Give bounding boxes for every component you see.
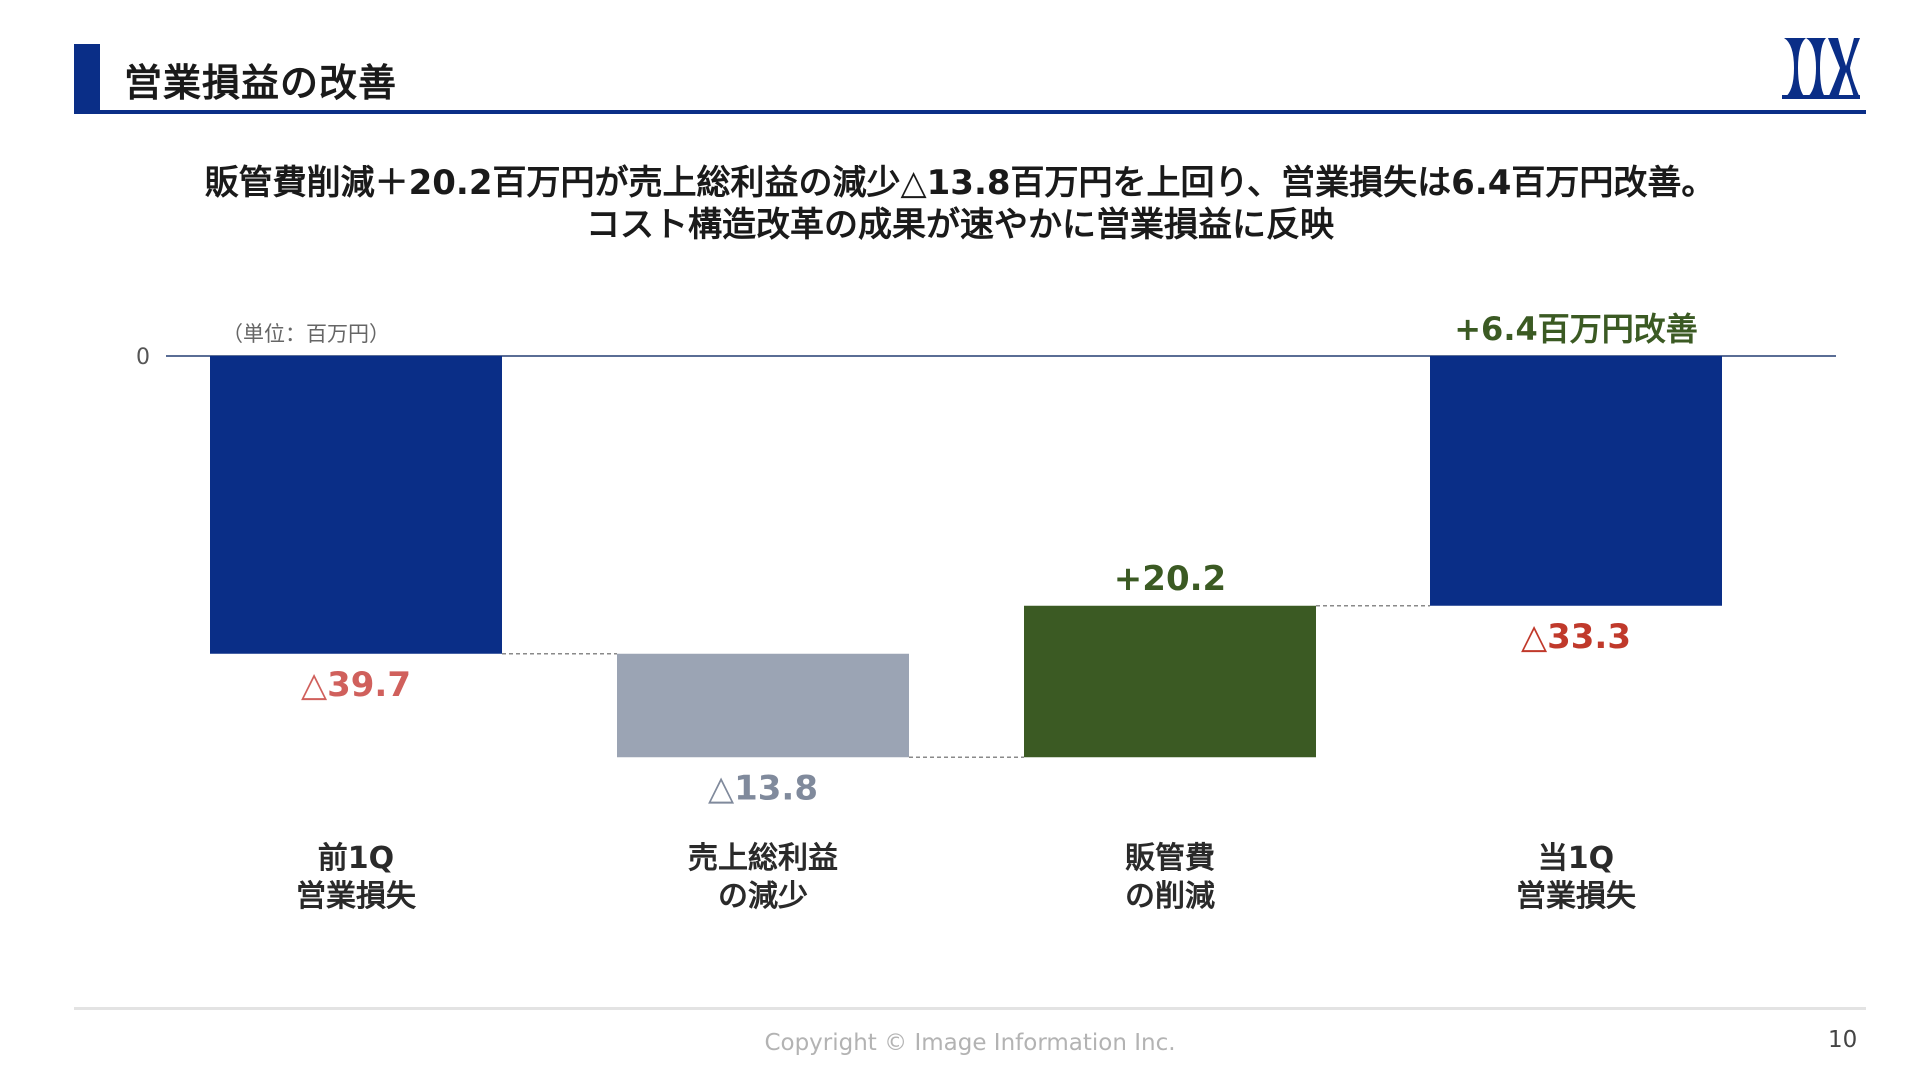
slide-title: 営業損益の改善	[124, 61, 398, 105]
bar-value-label: △33.3	[1521, 617, 1631, 657]
bar-value-label: △13.8	[708, 768, 818, 808]
category-label: の削減	[1125, 879, 1215, 914]
slide-header: 営業損益の改善	[74, 44, 1866, 114]
category-label: の減少	[718, 879, 808, 914]
subtitle-line-1: 販管費削減＋20.2百万円が売上総利益の減少△13.8百万円を上回り、営業損失は…	[204, 163, 1716, 203]
subtitle-line-2: コスト構造改革の成果が速やかに営業損益に反映	[586, 205, 1334, 245]
category-label: 営業損失	[296, 879, 417, 914]
bar-3	[1024, 605, 1316, 758]
category-label: 営業損失	[1516, 879, 1637, 914]
category-label: 販管費	[1125, 841, 1215, 876]
bar-value-label: +20.2	[1114, 559, 1226, 599]
bar-2	[617, 653, 909, 758]
footer-rule	[74, 1007, 1866, 1010]
header-accent-bar	[74, 44, 100, 112]
bar-value-label: △39.7	[301, 665, 411, 705]
improvement-annotation: +6.4百万円改善	[1454, 310, 1698, 348]
y-tick-label: 0	[136, 345, 150, 370]
category-label: 前1Q	[318, 841, 394, 876]
bar-1	[210, 356, 502, 654]
header-rule	[74, 110, 1866, 114]
slide-subtitle: 販管費削減＋20.2百万円が売上総利益の減少△13.8百万円を上回り、営業損失は…	[60, 162, 1860, 246]
category-label: 当1Q	[1538, 841, 1614, 876]
bar-4	[1430, 356, 1722, 606]
category-label: 売上総利益	[688, 841, 838, 876]
page-number: 10	[1828, 1027, 1858, 1053]
chart-unit-label: （単位：百万円）	[222, 322, 390, 346]
company-logo-icon	[1782, 38, 1860, 99]
copyright-text: Copyright © Image Information Inc.	[764, 1030, 1176, 1056]
